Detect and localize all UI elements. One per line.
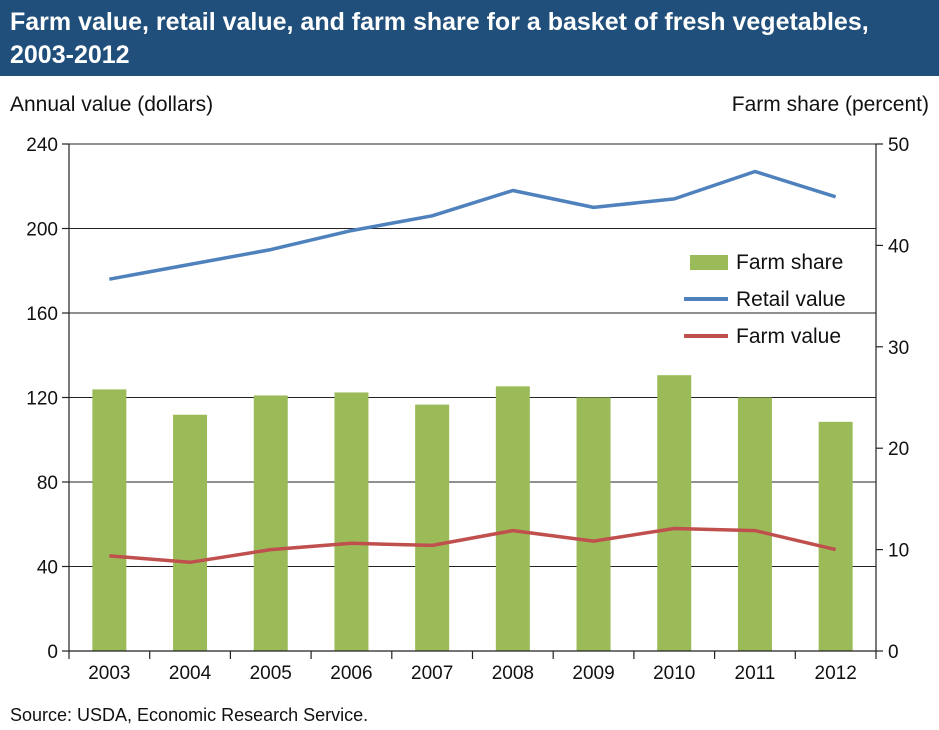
- x-tick-label-2008: 2008: [492, 663, 534, 684]
- left-axis-title: Annual value (dollars): [10, 93, 213, 116]
- left-tick-label-40: 40: [37, 558, 58, 579]
- bar-farm-share-2004: [173, 414, 208, 651]
- right-tick-label-10: 10: [888, 541, 909, 562]
- left-tick-label-0: 0: [47, 642, 58, 663]
- x-tick-label-2009: 2009: [572, 663, 614, 684]
- title-bar: Farm value, retail value, and farm share…: [0, 0, 939, 76]
- axes: 0 40 80 120 160 200 240 0 10 20 30 40 50 2003 2004 2005…: [10, 93, 929, 684]
- chart-title: Farm value, retail value, and farm share…: [10, 8, 869, 69]
- bar-farm-share-2008: [495, 386, 530, 651]
- right-tick-label-20: 20: [888, 439, 909, 460]
- legend-label-retail-value: Retail value: [736, 288, 846, 311]
- x-tick-label-2007: 2007: [411, 663, 453, 684]
- right-tick-label-50: 50: [888, 135, 909, 156]
- bar-farm-share-2011: [737, 397, 772, 651]
- bar-farm-share-2005: [253, 395, 288, 651]
- bar-farm-share-2007: [415, 404, 450, 651]
- bar-farm-share-2010: [657, 375, 692, 651]
- value-lines: [108, 169, 837, 565]
- x-tick-label-2005: 2005: [250, 663, 292, 684]
- left-tick-label-160: 160: [26, 304, 58, 325]
- left-tick-label-120: 120: [26, 389, 58, 410]
- farm-share-bars: [92, 375, 853, 651]
- legend-label-farm-share: Farm share: [736, 251, 843, 274]
- right-tick-label-40: 40: [888, 236, 909, 257]
- bar-farm-share-2012: [818, 421, 853, 651]
- right-axis-title: Farm share (percent): [732, 93, 929, 116]
- left-tick-label-80: 80: [37, 473, 58, 494]
- bar-farm-share-2003: [92, 389, 127, 651]
- right-tick-label-0: 0: [888, 642, 899, 663]
- line-retail-value: [108, 169, 837, 281]
- source-note: Source: USDA, Economic Research Service.: [10, 705, 369, 725]
- right-tick-label-30: 30: [888, 338, 909, 359]
- bar-farm-share-2009: [576, 397, 611, 651]
- legend-swatch-farm-share: [690, 255, 728, 270]
- x-tick-label-2004: 2004: [169, 663, 212, 684]
- x-tick-label-2006: 2006: [330, 663, 372, 684]
- line-farm-value: [109, 526, 837, 565]
- x-tick-label-2011: 2011: [735, 663, 776, 684]
- x-tick-label-2003: 2003: [88, 663, 130, 684]
- bar-farm-share-2006: [334, 392, 369, 651]
- legend-label-farm-value: Farm value: [736, 325, 841, 348]
- left-tick-label-240: 240: [26, 135, 58, 156]
- legend: Farm share Retail value Farm value: [684, 251, 846, 348]
- x-tick-label-2012: 2012: [815, 663, 857, 684]
- x-tick-label-2010: 2010: [653, 663, 695, 684]
- left-tick-label-200: 200: [26, 220, 58, 241]
